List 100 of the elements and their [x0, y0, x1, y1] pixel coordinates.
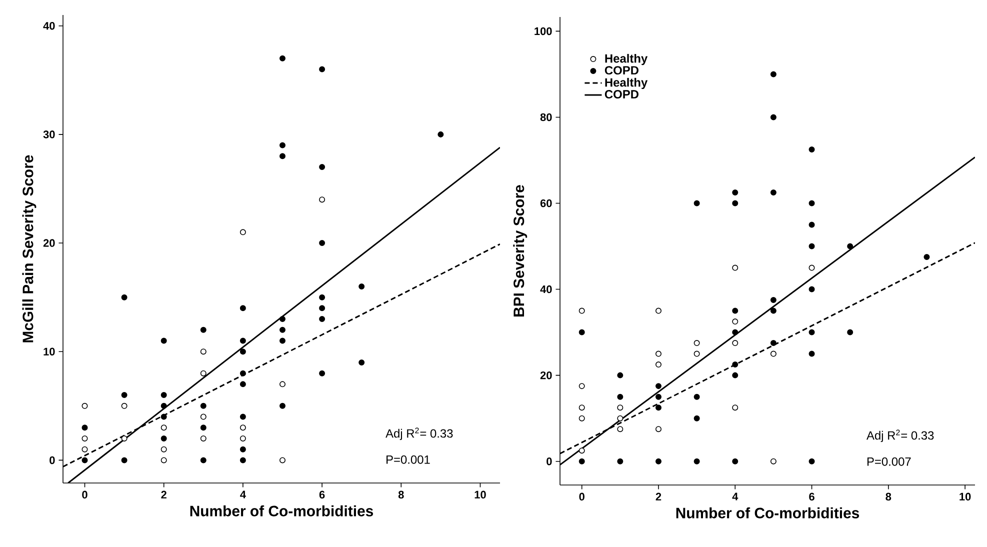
legend-label: COPD: [604, 90, 638, 99]
point: [82, 424, 88, 431]
point: [82, 435, 88, 442]
point: [279, 457, 286, 464]
point: [732, 200, 738, 206]
x-tick-label: 6: [809, 492, 814, 501]
point: [279, 55, 286, 62]
point: [578, 329, 585, 336]
point: [160, 424, 167, 431]
y-tick-label: 40: [540, 285, 552, 294]
x-axis-title: Number of Co-morbidities: [190, 505, 374, 516]
point: [808, 146, 815, 152]
y-tick-label: 10: [44, 348, 55, 356]
x-tick-label: 4: [732, 492, 738, 500]
annotation: P=0.001: [386, 455, 430, 464]
point: [808, 350, 815, 357]
point: [655, 394, 662, 400]
point: [694, 394, 700, 400]
point: [617, 404, 624, 411]
point: [279, 338, 286, 344]
y-tick-label: 30: [43, 130, 55, 138]
y-tick-label: 0: [546, 457, 552, 466]
point: [617, 426, 624, 432]
point: [808, 222, 815, 228]
point: [319, 164, 326, 170]
point: [240, 305, 246, 312]
point: [279, 381, 286, 388]
x-tick-label: 10: [474, 490, 486, 499]
point: [732, 458, 738, 464]
point: [240, 457, 246, 464]
x-tick-label: 8: [398, 490, 404, 499]
annotation: Adj R$^{2}$= 0.33: [866, 430, 934, 442]
point: [200, 435, 206, 442]
point: [121, 402, 128, 409]
point: [770, 458, 776, 464]
point: [160, 446, 167, 452]
point: [160, 392, 167, 398]
point: [732, 318, 738, 325]
point: [240, 348, 246, 355]
x-tick-label: 8: [886, 492, 892, 501]
point: [694, 200, 700, 206]
point: [319, 316, 326, 322]
point: [82, 457, 88, 464]
annotation: P=0.007: [867, 457, 911, 466]
y-tick-label: 100: [534, 27, 552, 36]
point: [617, 394, 624, 400]
point: [319, 66, 326, 72]
point: [847, 243, 854, 250]
point: [578, 308, 585, 314]
y-tick-label: 80: [540, 113, 552, 122]
y-tick-label: 40: [43, 22, 55, 30]
point: [808, 329, 815, 336]
point: [160, 457, 167, 464]
point: [200, 348, 206, 355]
legend-label: Healthy: [605, 78, 648, 90]
point: [732, 372, 738, 378]
point: [770, 114, 776, 120]
point: [655, 404, 662, 411]
point: [121, 435, 128, 442]
point: [160, 414, 167, 420]
point: [578, 415, 585, 422]
point: [694, 415, 700, 422]
point: [694, 350, 700, 357]
point: [655, 308, 662, 314]
annotation: Adj R$^{2}$= 0.33: [386, 428, 453, 440]
point: [770, 71, 776, 78]
point: [655, 458, 662, 464]
point: [279, 402, 286, 409]
y-axis-title: McGill Pain Severity Score: [22, 155, 36, 342]
point: [240, 338, 246, 344]
point: [847, 329, 854, 336]
x-tick-label: 0: [82, 490, 88, 499]
point: [808, 458, 815, 464]
x-axis-title: Number of Co-morbidities: [676, 507, 860, 518]
point: [617, 415, 624, 422]
point: [924, 254, 930, 260]
y-tick-label: 20: [43, 239, 55, 247]
point: [319, 196, 326, 203]
legend-label: COPD: [604, 66, 638, 75]
point: [655, 350, 662, 357]
point: [200, 457, 206, 464]
point: [655, 383, 662, 390]
point: [319, 370, 326, 376]
point: [200, 326, 206, 333]
point: [438, 131, 444, 138]
point: [240, 414, 246, 420]
point: [160, 435, 167, 442]
point: [808, 243, 815, 250]
point: [732, 308, 738, 314]
point: [617, 372, 624, 378]
point: [319, 240, 326, 246]
point: [808, 286, 815, 292]
point: [319, 305, 326, 312]
x-tick-label: 4: [240, 490, 246, 498]
point: [770, 297, 776, 304]
point: [82, 446, 88, 452]
point: [578, 383, 585, 390]
legend-label: Healthy: [605, 54, 648, 66]
point: [240, 381, 246, 388]
point: [655, 426, 662, 432]
